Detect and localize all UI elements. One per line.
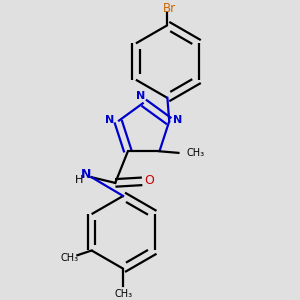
Text: N: N [172,115,182,125]
Text: Br: Br [162,2,176,15]
Text: CH₃: CH₃ [114,289,132,299]
Text: N: N [81,168,91,181]
Text: CH₃: CH₃ [186,148,205,158]
Text: O: O [144,174,154,187]
Text: N: N [136,91,145,101]
Text: CH₃: CH₃ [60,254,79,263]
Text: N: N [105,115,114,125]
Text: H: H [75,176,84,185]
